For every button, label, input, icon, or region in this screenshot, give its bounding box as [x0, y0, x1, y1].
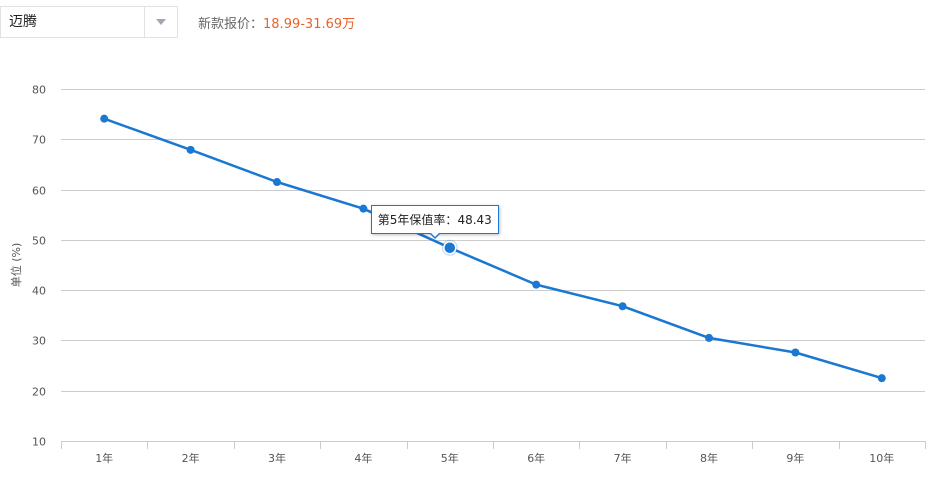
x-tick-label: 4年	[354, 451, 372, 465]
price-info: 新款报价：18.99-31.69万	[198, 13, 355, 32]
y-tick-label: 70	[32, 134, 46, 147]
y-tick-label: 30	[32, 335, 46, 348]
data-point	[705, 333, 713, 342]
tooltip-label: 第5年保值率：	[377, 212, 458, 227]
y-tick-label: 10	[32, 436, 46, 449]
x-tick-label: 9年	[786, 451, 804, 465]
y-tick-label: 50	[32, 235, 46, 248]
point-tooltip: 第5年保值率：48.43	[370, 204, 499, 239]
x-tick-label: 1年	[95, 451, 113, 465]
x-tick-label: 5年	[441, 451, 459, 465]
series-line	[103, 117, 883, 380]
y-tick-label: 80	[32, 84, 46, 97]
highlighted-data-point	[443, 241, 457, 255]
tooltip-value: 48.43	[457, 212, 492, 227]
model-select[interactable]: 迈腾	[0, 6, 178, 38]
data-point	[186, 145, 195, 154]
data-point	[100, 114, 109, 123]
y-tick-label: 20	[32, 386, 46, 399]
data-point	[618, 302, 627, 311]
model-select-toggle[interactable]	[144, 7, 177, 37]
x-tick-label: 7年	[614, 451, 632, 465]
price-label: 新款报价：	[198, 17, 264, 32]
chevron-down-icon	[156, 19, 166, 25]
data-point	[532, 280, 541, 289]
y-axis-title: 单位 (%)	[9, 243, 23, 288]
x-tick-label: 2年	[182, 451, 200, 465]
data-point	[877, 374, 886, 383]
y-tick-label: 60	[32, 185, 46, 198]
data-point	[359, 204, 368, 213]
y-tick-label: 40	[32, 285, 46, 298]
model-select-value: 迈腾	[9, 14, 37, 30]
x-tick-label: 6年	[527, 451, 545, 465]
price-value: 18.99-31.69万	[263, 17, 356, 32]
data-point	[273, 178, 281, 187]
x-tick-label: 3年	[268, 451, 286, 465]
data-point	[791, 348, 800, 357]
x-tick-label: 8年	[700, 451, 718, 465]
x-tick-label: 10年	[869, 451, 894, 465]
